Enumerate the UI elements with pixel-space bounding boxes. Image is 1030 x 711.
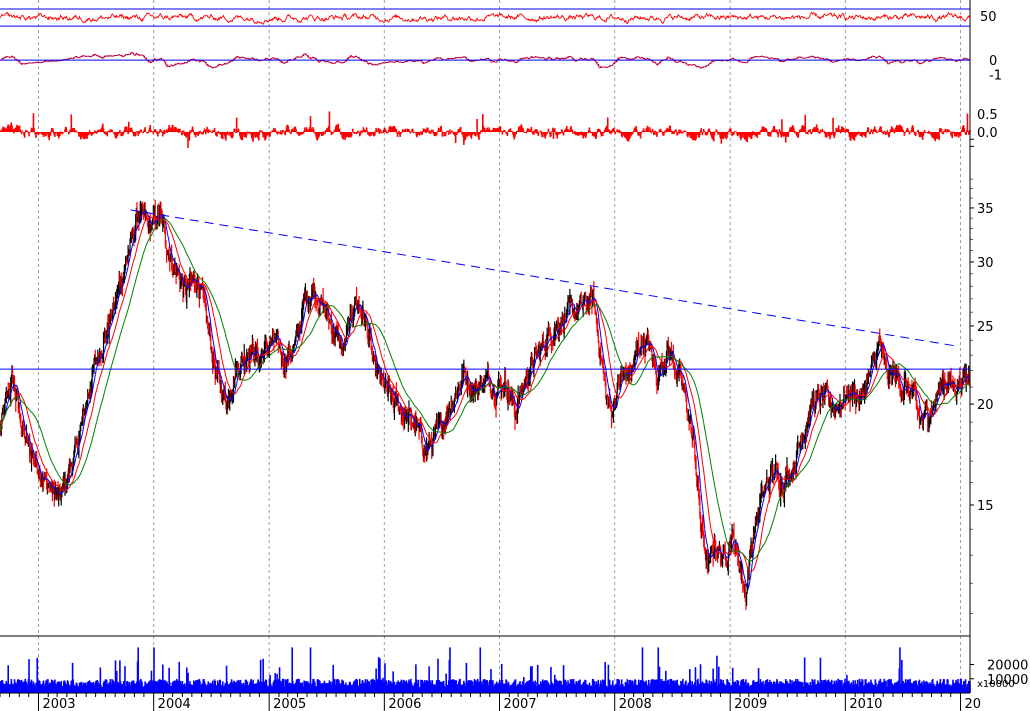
volume-tick-label-1: 10000 xyxy=(987,673,1028,688)
price-tick-label-3: 30 xyxy=(977,256,994,271)
oscillator-1-tick-0: 50 xyxy=(980,10,997,25)
reference-lines xyxy=(0,209,970,370)
histogram-tick-0: 0.5 xyxy=(977,108,998,123)
year-label-1: 2004 xyxy=(158,697,191,711)
volume-unit-label: x10000 xyxy=(977,679,1015,690)
price-tick-label-1: 20 xyxy=(977,398,994,413)
year-label-3: 2006 xyxy=(388,697,421,711)
moving-averages xyxy=(0,210,971,589)
moving-average-0 xyxy=(0,210,971,589)
oscillator-2-signal xyxy=(0,52,971,69)
year-label-7: 2010 xyxy=(849,697,882,711)
histogram-panel: 0.50.0 xyxy=(0,108,998,148)
date-axis: 2003 2004 2005 2006 2007 2008 2009 2010 20 xyxy=(0,692,982,711)
year-label-8: 20 xyxy=(965,697,982,711)
year-label-4: 2007 xyxy=(504,697,537,711)
year-label-6: 2009 xyxy=(734,697,767,711)
year-label-0: 2003 xyxy=(42,697,75,711)
year-label-2: 2005 xyxy=(273,697,306,711)
price-panel xyxy=(0,199,971,610)
resistance-trendline xyxy=(130,209,957,347)
oscillator-panel-2: 0-1 xyxy=(0,52,1002,83)
right-axis: 15 20 25 30 35 xyxy=(969,0,994,693)
volume-tick-label-0: 20000 xyxy=(987,659,1028,674)
price-tick-label-0: 15 xyxy=(977,499,994,514)
oscillator-panel-1: 50 xyxy=(0,8,997,27)
oscillator-2-tick-0: 0 xyxy=(989,54,997,69)
moving-average-2 xyxy=(0,218,971,562)
year-gridlines xyxy=(37,0,962,690)
oscillator-2-tick-1: -1 xyxy=(989,68,1002,83)
price-tick-label-4: 35 xyxy=(977,202,994,217)
price-tick-label-2: 25 xyxy=(977,320,994,335)
year-label-5: 2008 xyxy=(619,697,652,711)
oscillator-1-line xyxy=(0,11,970,25)
candles xyxy=(0,199,971,610)
histogram-tick-1: 0.0 xyxy=(977,126,998,141)
